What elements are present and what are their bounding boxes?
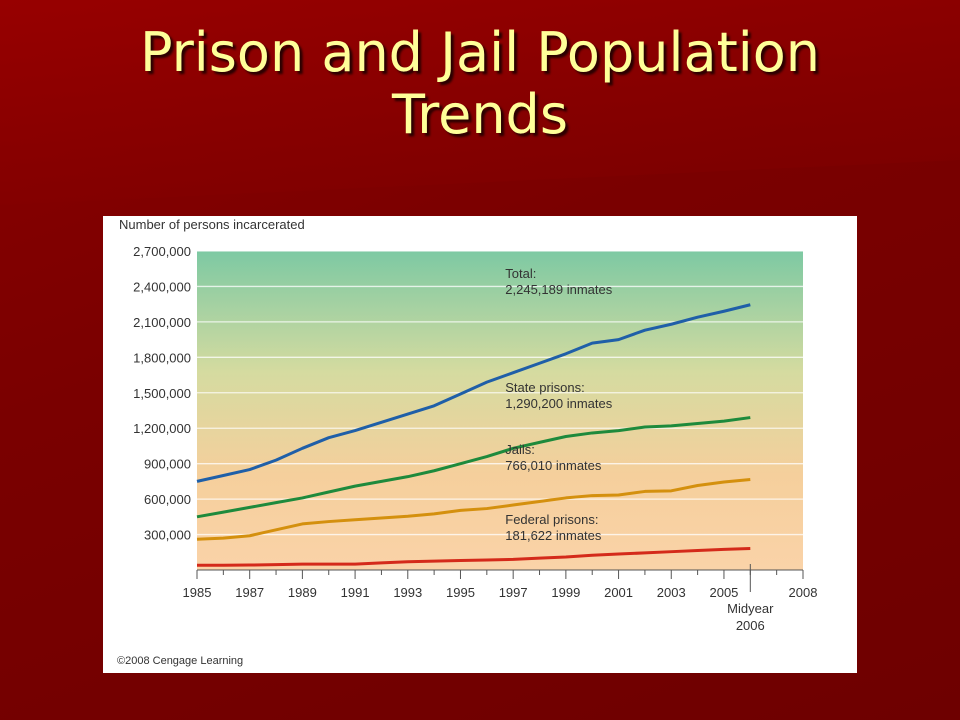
x-tick-label: 2005 [709, 585, 738, 600]
annotation-jails-line2: 766,010 inmates [505, 458, 602, 473]
slide-title: Prison and Jail Population Trends [0, 22, 960, 146]
y-tick-label: 600,000 [144, 492, 191, 507]
x-tick-label: 1999 [551, 585, 580, 600]
plot-background [197, 251, 803, 570]
y-axis-label: Number of persons incarcerated [119, 217, 305, 232]
grid-lines [197, 250, 803, 536]
series-line-state-prisons [196, 416, 751, 519]
slide-title-line1: Prison and Jail Population [139, 21, 821, 84]
y-tick-label: 1,500,000 [133, 386, 191, 401]
series-line-jails [196, 478, 751, 541]
y-tick-label: 1,200,000 [133, 421, 191, 436]
y-tick-label: 2,100,000 [133, 315, 191, 330]
x-tick-label: 1997 [499, 585, 528, 600]
axes [196, 564, 804, 592]
annotation-state-prisons-line2: 1,290,200 inmates [505, 396, 612, 411]
annotation-state-prisons-line1: State prisons: [505, 380, 584, 395]
incarceration-line-chart: 300,000 600,000 900,000 1,200,000 1,500,000 1… [117, 217, 817, 667]
y-tick-label: 2,400,000 [133, 279, 191, 294]
series-lines [196, 303, 751, 567]
copyright-credit: ©2008 Cengage Learning [117, 655, 243, 667]
x-tick-label: 1985 [183, 585, 212, 600]
annotation-total-line1: Total: [505, 266, 536, 281]
x-tick-label: 2003 [657, 585, 686, 600]
y-tick-label: 300,000 [144, 528, 191, 543]
x-tick-label: 2001 [604, 585, 633, 600]
annotation-federal-prisons-line1: Federal prisons: [505, 512, 598, 527]
slide-title-line2: Trends [392, 83, 568, 146]
x-tick-label: 2008 [789, 585, 818, 600]
y-tick-label: 1,800,000 [133, 350, 191, 365]
x-tick-label: 1987 [235, 585, 264, 600]
midyear-label-line1: Midyear [727, 601, 774, 616]
series-line-federal-prisons [197, 547, 751, 567]
x-tick-label: 1989 [288, 585, 317, 600]
series-annotations: Total:2,245,189 inmates State prisons:1,2… [505, 266, 612, 543]
x-tick-label: 1991 [341, 585, 370, 600]
x-tick-label: 1993 [393, 585, 422, 600]
y-tick-label: 2,700,000 [133, 244, 191, 259]
annotation-total-line2: 2,245,189 inmates [505, 282, 612, 297]
annotation-jails-line1: Jails: [505, 442, 535, 457]
x-tick-label: 1995 [446, 585, 475, 600]
midyear-label-line2: 2006 [736, 618, 765, 633]
series-line-total [196, 303, 751, 483]
annotation-federal-prisons-line2: 181,622 inmates [505, 528, 602, 543]
y-tick-label: 900,000 [144, 457, 191, 472]
chart-panel: 300,000 600,000 900,000 1,200,000 1,500,000 1… [103, 216, 857, 673]
tick-labels: 300,000 600,000 900,000 1,200,000 1,500,000 1… [133, 244, 817, 633]
